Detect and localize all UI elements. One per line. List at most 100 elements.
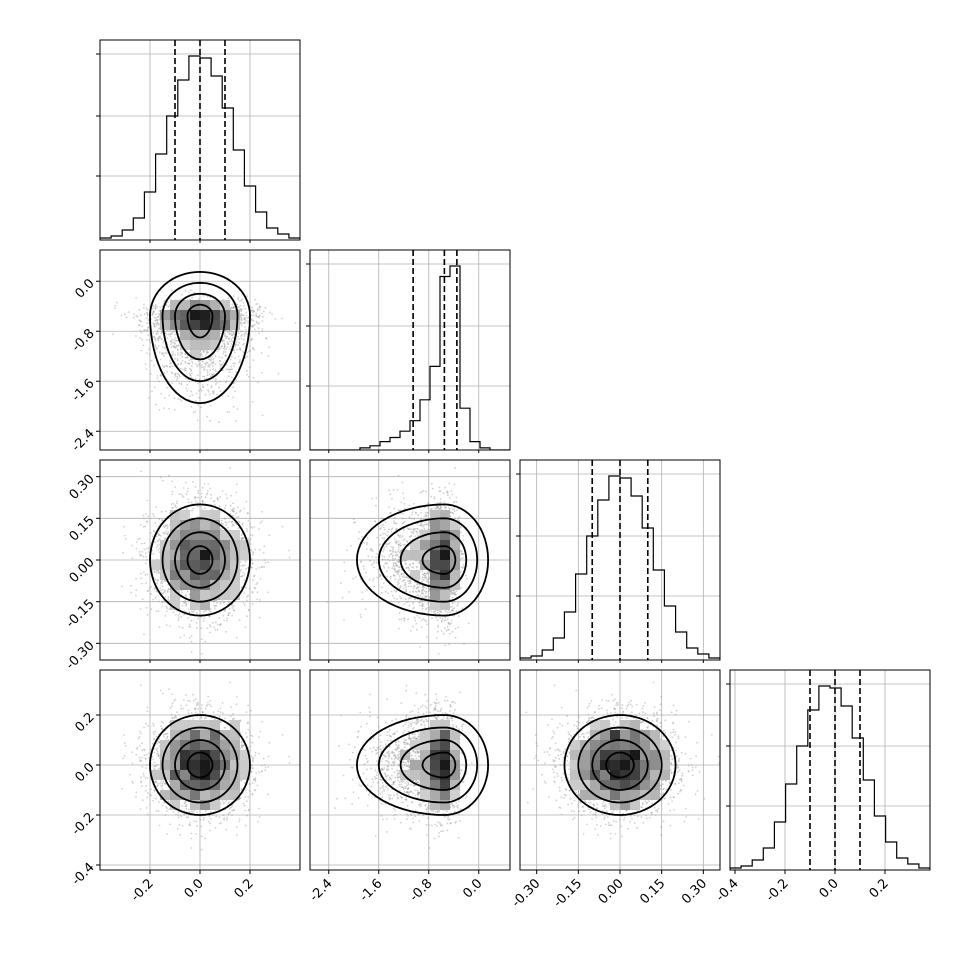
scatter-point-2592: [229, 368, 232, 371]
scatter-point-150: [224, 609, 227, 612]
scatter-point-2239: [164, 596, 167, 598]
scatter-point-1813: [122, 551, 125, 554]
scatter-point-1857: [154, 587, 157, 589]
scatter-point-1671: [223, 517, 226, 520]
scatter-point-2296: [233, 351, 236, 354]
scatter-point-122: [219, 360, 222, 362]
scatter-point-488: [215, 621, 217, 624]
scatter-point-822: [231, 604, 233, 607]
scatter-point-1316: [166, 524, 169, 527]
scatter-point-190: [242, 322, 245, 324]
scatter-point-2102: [200, 638, 203, 641]
density-cell-11-13: [210, 310, 220, 320]
scatter-point-284: [241, 522, 244, 525]
scatter-point-731: [158, 338, 160, 340]
scatter-point-2561: [146, 329, 149, 332]
scatter-point-1276: [221, 345, 223, 347]
scatter-point-1283: [166, 533, 169, 535]
scatter-point-562: [163, 347, 166, 349]
scatter-point-2071: [177, 344, 180, 347]
scatter-point-2053: [183, 367, 186, 370]
scatter-point-1553: [237, 298, 240, 301]
scatter-point-1185: [207, 365, 210, 368]
scatter-point-247: [257, 381, 259, 384]
scatter-point-933: [210, 359, 212, 362]
scatter-point-1572: [239, 347, 241, 349]
scatter-point-2107: [171, 493, 174, 496]
scatter-point-1932: [169, 333, 172, 336]
scatter-point-270: [224, 354, 227, 357]
scatter-point-1552: [124, 537, 127, 540]
scatter-point-231: [211, 390, 214, 393]
scatter-point-1471: [190, 501, 193, 504]
scatter-point-2158: [192, 611, 195, 614]
scatter-point-295: [186, 490, 189, 493]
scatter-point-564: [213, 600, 216, 602]
density-cell-11-11: [210, 330, 220, 340]
scatter-point-922: [188, 625, 191, 628]
scatter-point-524: [178, 613, 181, 615]
scatter-point-1187: [166, 607, 168, 610]
density-cell-10-13: [200, 310, 210, 320]
scatter-point-361: [159, 534, 162, 537]
scatter-point-778: [188, 359, 191, 362]
scatter-point-441: [196, 505, 199, 508]
scatter-point-292: [142, 555, 145, 558]
scatter-point-171: [226, 497, 229, 500]
scatter-point-1080: [198, 363, 201, 365]
scatter-point-523: [268, 346, 271, 349]
scatter-point-1564: [229, 467, 232, 470]
scatter-point-2542: [139, 337, 141, 339]
scatter-point-347: [258, 306, 261, 309]
scatter-point-334: [216, 497, 219, 500]
scatter-point-21: [158, 351, 161, 354]
scatter-point-1665: [157, 610, 160, 613]
panel-content: [100, 460, 300, 660]
scatter-point-802: [120, 314, 123, 317]
scatter-point-1176: [227, 395, 230, 397]
scatter-point-2328: [188, 367, 191, 370]
scatter-point-1868: [166, 365, 169, 368]
scatter-point-568: [196, 419, 199, 422]
scatter-point-560: [173, 345, 176, 348]
scatter-point-1236: [150, 359, 153, 362]
scatter-point-361: [145, 352, 148, 355]
scatter-point-1919: [225, 368, 228, 370]
scatter-point-784: [249, 538, 252, 541]
scatter-point-776: [252, 320, 255, 322]
scatter-point-2231: [190, 405, 193, 408]
scatter-point-613: [237, 296, 240, 299]
scatter-point-619: [154, 325, 156, 328]
scatter-point-2061: [144, 363, 147, 366]
scatter-point-863: [218, 624, 221, 627]
scatter-point-294: [281, 317, 283, 320]
scatter-point-1133: [184, 594, 187, 596]
scatter-point-2146: [149, 372, 152, 375]
scatter-point-2151: [131, 544, 134, 547]
scatter-point-2417: [235, 420, 237, 423]
scatter-point-1949: [206, 371, 209, 374]
scatter-point-222: [174, 337, 177, 340]
scatter-point-789: [240, 310, 243, 313]
scatter-point-1158: [243, 604, 246, 607]
scatter-point-1948: [152, 529, 155, 532]
scatter-point-2147: [198, 389, 200, 392]
scatter-point-2201: [154, 306, 156, 309]
scatter-point-1560: [230, 330, 233, 332]
scatter-point-1005: [135, 335, 137, 337]
scatter-point-2412: [185, 387, 188, 389]
scatter-point-1843: [164, 589, 166, 592]
scatter-point-1689: [224, 329, 227, 332]
scatter-point-1470: [232, 295, 235, 297]
scatter-point-372: [127, 311, 130, 313]
scatter-point-419: [190, 365, 193, 367]
scatter-point-2443: [165, 352, 168, 354]
scatter-point-2369: [171, 338, 173, 341]
scatter-point-1342: [240, 586, 243, 588]
scatter-point-2429: [145, 329, 147, 331]
scatter-point-391: [225, 335, 228, 338]
scatter-point-1759: [235, 516, 238, 519]
scatter-point-2276: [157, 312, 160, 315]
scatter-point-806: [238, 338, 240, 340]
scatter-point-1590: [172, 345, 174, 347]
